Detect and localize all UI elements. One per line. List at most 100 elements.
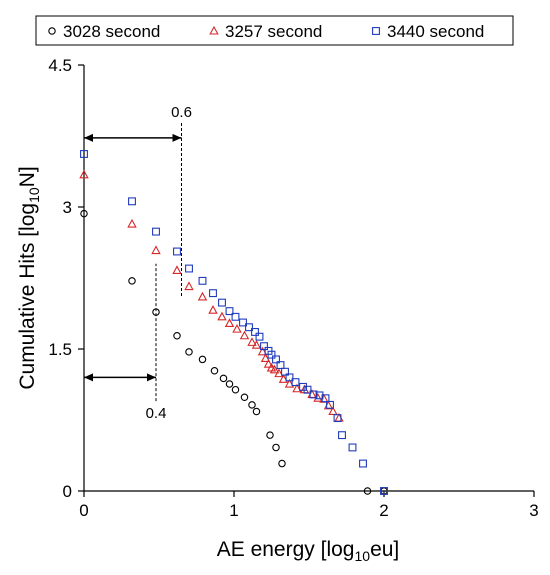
square-point	[198, 276, 207, 285]
y-tick-label: 3	[63, 198, 72, 217]
circle-point	[128, 277, 136, 285]
square-point	[267, 350, 276, 359]
square-point	[359, 459, 367, 468]
triangle-point	[217, 311, 227, 321]
square-point	[251, 328, 259, 336]
circle-point	[248, 401, 256, 409]
square-point	[173, 247, 181, 256]
square-point	[285, 373, 294, 382]
triangle-point	[239, 330, 250, 340]
x-axis-title: AE energy [log10eu]	[217, 538, 400, 564]
square-point	[276, 361, 285, 370]
square-point	[218, 298, 226, 307]
legend-label: 3257 second	[225, 22, 322, 41]
square-point	[303, 385, 312, 394]
square-point	[185, 264, 193, 273]
legend-box	[35, 15, 514, 46]
annotation-1: 0.4	[84, 263, 167, 422]
annotation-0: 0.6	[84, 104, 192, 296]
square-point	[128, 197, 136, 206]
x-tick-label: 2	[379, 501, 388, 520]
circle-point	[173, 331, 181, 340]
triangle-point	[278, 374, 289, 383]
legend: 3028 second 3257 second 3440 second	[35, 15, 514, 46]
x-tick-label: 0	[79, 501, 88, 520]
square-point	[291, 378, 300, 387]
triangle-point	[269, 364, 280, 374]
circle-point	[252, 407, 261, 416]
square-point	[299, 382, 307, 391]
y-axis-title: Cumulative Hits [log10N]	[16, 166, 42, 389]
square-point	[315, 391, 324, 400]
circle-point	[80, 209, 88, 218]
square-point	[326, 400, 334, 409]
legend-marker-circle	[48, 27, 56, 35]
y-tick-label: 1.5	[48, 340, 72, 359]
circle-point	[240, 393, 249, 402]
triangle-point	[184, 281, 194, 291]
square-point	[245, 323, 253, 332]
circle-point	[225, 380, 234, 388]
square-point	[255, 332, 264, 341]
triangle-point	[208, 305, 218, 314]
annotation-arrowhead-right	[147, 373, 156, 382]
annotation-arrowhead-left	[84, 133, 93, 142]
circle-point	[185, 348, 193, 356]
square-point	[231, 312, 240, 321]
triangle-point	[263, 358, 274, 368]
triangle-point	[274, 368, 284, 378]
triangle-point	[79, 169, 89, 179]
triangle-point	[151, 245, 161, 255]
triangle-point	[197, 291, 208, 301]
x-tick-label: 1	[229, 501, 238, 520]
data-points	[79, 150, 388, 495]
triangle-point	[292, 383, 302, 393]
square-point	[209, 289, 217, 298]
square-point	[152, 227, 160, 236]
annotations: 0.6 0.4	[84, 104, 192, 422]
y-tick-label: 4.5	[48, 56, 72, 75]
series-circle	[80, 209, 388, 495]
triangle-point	[224, 318, 235, 327]
circle-point	[363, 487, 372, 495]
square-point	[338, 431, 346, 440]
square-point	[281, 367, 289, 376]
square-point	[225, 307, 234, 316]
triangle-point	[232, 323, 242, 333]
square-point	[309, 390, 318, 399]
triangle-point	[247, 337, 257, 346]
square-point	[333, 414, 342, 423]
circle-point	[210, 367, 219, 375]
axes: 0 1 2 3 0 1.5 3 4.5	[48, 56, 538, 520]
circle-point	[278, 459, 286, 468]
circle-point	[272, 443, 280, 452]
annotation-label: 0.6	[171, 104, 192, 121]
triangle-point	[251, 340, 262, 349]
y-tick-label: 0	[63, 482, 72, 501]
circle-point	[231, 385, 240, 394]
triangle-point	[260, 353, 271, 363]
legend-marker-triangle	[209, 25, 219, 35]
circle-point	[198, 355, 207, 364]
legend-label: 3440 second	[387, 22, 484, 41]
x-tick-label: 3	[529, 501, 538, 520]
square-point	[321, 394, 330, 403]
circle-point	[152, 308, 160, 316]
square-point	[239, 318, 247, 327]
legend-label: 3028 second	[63, 22, 160, 41]
circle-point	[219, 374, 228, 383]
annotation-label: 0.4	[146, 405, 167, 422]
square-point	[272, 355, 280, 364]
triangle-point	[284, 378, 295, 388]
square-point	[260, 342, 268, 351]
series-square	[80, 150, 388, 495]
annotation-arrowhead-right	[172, 133, 182, 142]
annotation-arrowhead-left	[84, 373, 93, 382]
circle-point	[266, 431, 274, 439]
triangle-point	[257, 346, 268, 356]
square-point	[348, 443, 357, 452]
triangle-point	[328, 406, 338, 416]
triangle-point	[127, 218, 137, 228]
